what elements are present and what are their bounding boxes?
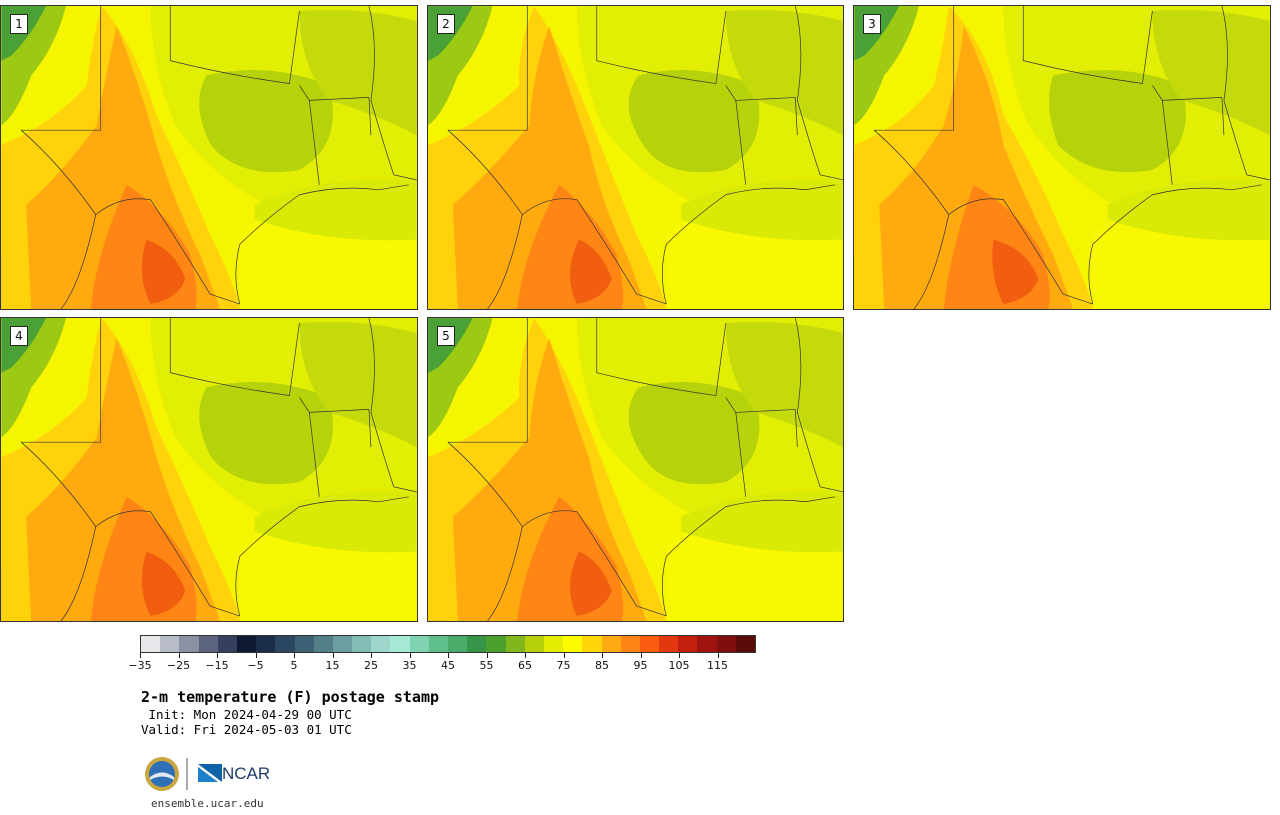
colorbar-bin bbox=[716, 636, 736, 652]
site-url: ensemble.ucar.edu bbox=[151, 797, 264, 810]
valid-time: Valid: Fri 2024-05-03 01 UTC bbox=[141, 722, 352, 737]
colorbar-tick bbox=[717, 653, 719, 658]
colorbar-tick bbox=[255, 653, 257, 658]
colorbar-tick bbox=[178, 653, 180, 658]
colorbar-bin bbox=[332, 636, 353, 652]
member-panel-1: 1 bbox=[0, 5, 418, 310]
temperature-field-map bbox=[428, 318, 843, 621]
temperature-field-map bbox=[428, 6, 843, 309]
colorbar-tick-label: 95 bbox=[633, 659, 648, 672]
colorbar-bin bbox=[563, 636, 583, 652]
colorbar-bin bbox=[601, 636, 621, 652]
colorbar-bin bbox=[659, 636, 679, 652]
colorbar-tick-label: 5 bbox=[290, 659, 298, 672]
colorbar-tick-label: −5 bbox=[247, 659, 264, 672]
colorbar-tick-label: −25 bbox=[166, 659, 191, 672]
colorbar-tick-label: 85 bbox=[595, 659, 609, 672]
ncar-logo bbox=[198, 764, 222, 782]
colorbar-tick bbox=[332, 653, 334, 658]
colorbar-bin bbox=[352, 636, 372, 652]
colorbar-tick bbox=[640, 653, 642, 658]
colorbar-tick bbox=[525, 653, 526, 658]
colorbar-tick bbox=[448, 653, 449, 658]
ncar-wordmark: NCAR bbox=[222, 764, 271, 783]
temperature-field-map bbox=[1, 318, 417, 621]
nsf-logo bbox=[145, 757, 179, 791]
colorbar-tick-label: −35 bbox=[128, 659, 152, 672]
colorbar-tick bbox=[563, 653, 565, 658]
state-boundaries bbox=[21, 6, 417, 309]
colorbar-tick bbox=[294, 653, 295, 658]
colorbar-tick-label: −15 bbox=[205, 659, 229, 672]
colorbar-tick bbox=[409, 653, 411, 658]
colorbar-bin bbox=[160, 636, 180, 652]
colorbar-bin bbox=[141, 636, 161, 652]
colorbar-tick-label: 75 bbox=[556, 659, 571, 672]
colorbar-bin bbox=[543, 636, 564, 652]
member-label-3: 3 bbox=[863, 14, 881, 34]
colorbar-bin bbox=[198, 636, 218, 652]
colorbar-bin bbox=[524, 636, 544, 652]
colorbar-bin bbox=[486, 636, 506, 652]
colorbar-bin bbox=[236, 636, 257, 652]
member-panel-5: 5 bbox=[427, 317, 844, 622]
colorbar-ticks: −35 −25 −15 −5 5 15 25 35 45 55 65 75 85 95 105 115 bbox=[128, 653, 756, 673]
colorbar-tick-label: 45 bbox=[441, 659, 455, 672]
colorbar-tick bbox=[602, 653, 603, 658]
colorbar-bin bbox=[217, 636, 237, 652]
logos bbox=[145, 757, 222, 791]
colorbar-bin bbox=[448, 636, 468, 652]
init-time: Init: Mon 2024-04-29 00 UTC bbox=[141, 707, 352, 722]
temperature-field-map bbox=[1, 6, 417, 309]
colorbar-bin bbox=[428, 636, 448, 652]
colorbar-bin bbox=[371, 636, 391, 652]
colorbar-tick bbox=[486, 653, 488, 658]
colorbar-bin bbox=[639, 636, 660, 652]
member-label-2: 2 bbox=[437, 14, 455, 34]
temperature-colorbar bbox=[140, 635, 756, 653]
colorbar-bin bbox=[620, 636, 640, 652]
colorbar-bin bbox=[294, 636, 314, 652]
state-boundaries bbox=[21, 318, 417, 621]
colorbar-bin bbox=[678, 636, 698, 652]
temperature-field-map bbox=[854, 6, 1270, 309]
colorbar-tick-label: 65 bbox=[518, 659, 532, 672]
figure-title: 2-m temperature (F) postage stamp bbox=[141, 688, 440, 706]
member-label-1: 1 bbox=[10, 14, 28, 34]
colorbar-tick bbox=[140, 653, 141, 658]
colorbar-tick-label: 15 bbox=[325, 659, 340, 672]
member-panel-3: 3 bbox=[853, 5, 1271, 310]
colorbar-tick-label: 55 bbox=[479, 659, 494, 672]
colorbar-tick bbox=[217, 653, 218, 658]
state-boundaries bbox=[447, 318, 843, 621]
colorbar-bin bbox=[735, 636, 755, 652]
state-boundaries bbox=[874, 6, 1270, 309]
colorbar-tick-label: 115 bbox=[707, 659, 728, 672]
colorbar-bin bbox=[582, 636, 602, 652]
member-label-5: 5 bbox=[437, 326, 455, 346]
colorbar-bin bbox=[313, 636, 333, 652]
member-panel-2: 2 bbox=[427, 5, 844, 310]
colorbar-bin bbox=[256, 636, 276, 652]
colorbar-bin bbox=[467, 636, 487, 652]
colorbar-tick-label: 25 bbox=[364, 659, 378, 672]
colorbar-tick bbox=[679, 653, 680, 658]
colorbar-tick-label: 35 bbox=[402, 659, 417, 672]
state-boundaries bbox=[447, 6, 843, 309]
colorbar-bin bbox=[409, 636, 429, 652]
colorbar-bin bbox=[179, 636, 199, 652]
colorbar-bin bbox=[697, 636, 717, 652]
colorbar-bin bbox=[275, 636, 295, 652]
member-label-4: 4 bbox=[10, 326, 28, 346]
colorbar-bin bbox=[390, 636, 410, 652]
colorbar-tick bbox=[371, 653, 372, 658]
member-panel-4: 4 bbox=[0, 317, 418, 622]
colorbar-bin bbox=[505, 636, 525, 652]
colorbar-tick-label: 105 bbox=[668, 659, 690, 672]
